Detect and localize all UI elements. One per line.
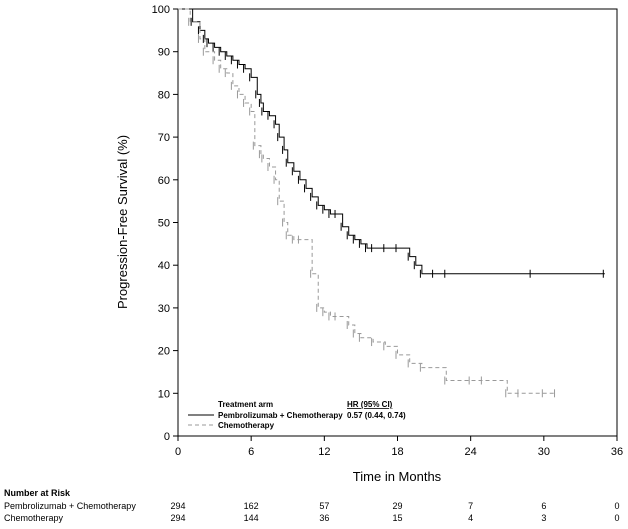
y-tick-label: 80 (158, 89, 170, 101)
risk-cell: 3 (541, 513, 547, 523)
x-tick-label: 36 (611, 446, 623, 458)
risk-cell: 294 (170, 501, 186, 511)
risk-cell: 29 (392, 501, 403, 511)
survival-curve-chemo (178, 8, 557, 394)
legend: Treatment arm HR (95% CI) Pembrolizumab … (188, 400, 406, 430)
risk-cell: 0 (614, 513, 620, 523)
risk-cell: 0 (614, 501, 620, 511)
risk-row-label: Pembrolizumab + Chemotherapy (4, 501, 136, 511)
y-tick-label: 50 (158, 218, 170, 230)
legend-label-pembro: Pembrolizumab + Chemotherapy (218, 411, 343, 420)
y-tick-label: 10 (158, 388, 170, 400)
legend-header: Treatment arm (218, 400, 273, 409)
y-tick-label: 100 (152, 4, 170, 16)
x-tick-label: 0 (175, 446, 181, 458)
x-tick-label: 6 (248, 446, 254, 458)
risk-row-chemo: Chemotherapy 294 144 36 15 4 3 0 (0, 513, 628, 524)
y-tick-label: 60 (158, 175, 170, 187)
x-tick-label: 30 (538, 446, 550, 458)
risk-cell: 162 (243, 501, 259, 511)
y-axis-title: Progression-Free Survival (%) (115, 135, 130, 309)
y-tick-label: 20 (158, 346, 170, 358)
risk-cell: 294 (170, 513, 186, 523)
risk-row-label: Chemotherapy (4, 513, 64, 523)
risk-cell: 6 (541, 501, 547, 511)
x-tick-label: 18 (391, 446, 403, 458)
risk-cell: 144 (243, 513, 259, 523)
risk-cell: 4 (468, 513, 474, 523)
y-tick-label: 90 (158, 47, 170, 59)
x-axis-title: Time in Months (353, 469, 442, 484)
risk-table-title: Number at Risk (4, 488, 71, 498)
kaplan-meier-chart: 0 10 20 30 40 50 60 70 80 90 100 0 6 12 18 24 30 36 Treat… (115, 4, 623, 484)
x-tick-label: 24 (465, 446, 477, 458)
legend-hr-header: HR (95% CI) (347, 400, 393, 409)
x-tick-label: 12 (318, 446, 330, 458)
series-layer (178, 8, 605, 398)
y-tick-label: 0 (164, 431, 170, 443)
legend-label-chemo: Chemotherapy (218, 421, 275, 430)
risk-cell: 15 (392, 513, 403, 523)
y-tick-label: 40 (158, 260, 170, 272)
legend-hr-value: 0.57 (0.44, 0.74) (347, 411, 406, 420)
risk-cell: 7 (468, 501, 474, 511)
y-tick-label: 70 (158, 132, 170, 144)
risk-cell: 36 (319, 513, 330, 523)
plot-area (177, 8, 618, 437)
axes: 0 10 20 30 40 50 60 70 80 90 100 0 6 12 18 24 30 36 (152, 4, 623, 458)
plot-frame (177, 8, 618, 437)
survival-curve-pembro (178, 8, 605, 275)
risk-row-pembro: Pembrolizumab + Chemotherapy 294 162 57 29 7… (0, 501, 628, 512)
y-tick-label: 30 (158, 303, 170, 315)
risk-cell: 57 (319, 501, 330, 511)
